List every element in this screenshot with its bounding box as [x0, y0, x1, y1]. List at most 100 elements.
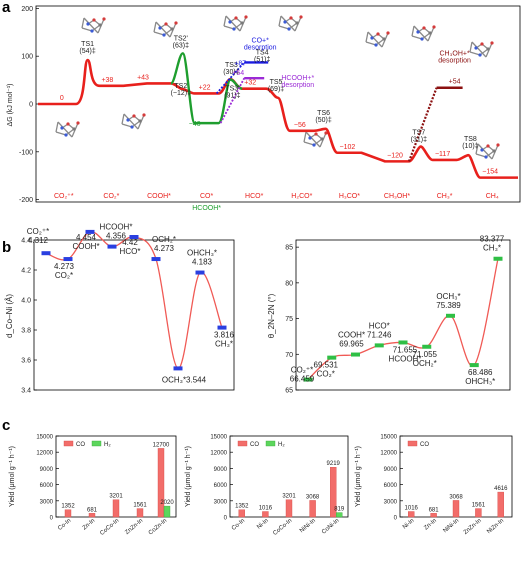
point-label-2: 69.965 — [339, 340, 364, 349]
point-label-2: HCOOH* — [389, 354, 422, 363]
bond — [375, 38, 385, 46]
bond — [153, 21, 157, 33]
point-label-2: CO₂* — [317, 370, 335, 379]
ytick-label: 100 — [21, 54, 33, 61]
atom — [240, 21, 244, 25]
category-label: NiZn-In — [486, 518, 505, 535]
atom — [244, 15, 248, 19]
atom — [480, 148, 484, 152]
bond — [365, 31, 369, 43]
co-bar-label: 1561 — [472, 503, 486, 509]
co-bar-label: 3201 — [109, 494, 123, 500]
point-label: OHCH₃* — [187, 249, 217, 258]
ytick-label: 15000 — [36, 435, 53, 441]
panel-b-left-ylabel: d_Co–Ni (Å) — [5, 294, 14, 338]
molecule-structure — [469, 41, 494, 58]
bond — [313, 138, 323, 146]
atom — [374, 43, 378, 47]
atom — [98, 23, 102, 27]
state-label: COOH* — [147, 193, 171, 200]
point-label-2: OCH₂* — [413, 359, 437, 368]
co-bar-label: 3068 — [449, 494, 463, 500]
ts-value-label: (31)‡ — [411, 137, 427, 144]
co-bar-label: 1352 — [61, 504, 75, 510]
category-label: Ni-In — [402, 518, 416, 531]
bond — [81, 17, 85, 29]
bond — [91, 24, 101, 32]
panel-a-frame — [35, 5, 521, 203]
ts-value-label: (10)‡ — [462, 143, 478, 150]
atom — [432, 25, 436, 29]
ytick-label: 0 — [29, 102, 33, 109]
panel-a-annotations: 0+38 +43+22+32−56−102−120 −117−154−40TS1(5… — [60, 35, 498, 175]
ts-name-label: TS2 — [174, 83, 187, 90]
molecule-structure — [475, 143, 500, 160]
ytick-label: 9000 — [214, 467, 228, 473]
atom — [480, 42, 484, 46]
state-label: CH₄ — [486, 193, 499, 200]
data-point — [195, 270, 205, 275]
state-label: H₂CO* — [291, 193, 312, 200]
co-bar-label: 3201 — [282, 494, 296, 500]
ts-value-label: (51)‡ — [254, 56, 270, 63]
ch3oh-desorption-label2: desorption — [438, 58, 471, 65]
atom — [66, 122, 70, 126]
point-label: 69.531 — [314, 361, 339, 370]
point-label-2: HCO* — [120, 247, 141, 256]
point-label-2: 4.183 — [192, 258, 213, 267]
ytick-label: 6000 — [384, 483, 398, 489]
atom — [92, 18, 96, 22]
ts-name-label: TS6 — [317, 110, 330, 117]
category-label: CoZn-In — [148, 518, 168, 537]
molecule-structure — [153, 21, 178, 38]
state-label: CO₂⁺* — [54, 193, 74, 200]
panel-a-xlabels: CO₂⁺* CO₂* COOH* CO* HCO* H₂CO* H₃CO* CH₃OH* CH₃… — [54, 193, 499, 212]
co-bar — [309, 500, 316, 518]
ts-value-label: (−12)‡ — [171, 90, 192, 97]
ts3p-value-label: (91)‡ — [224, 93, 240, 100]
atom — [492, 149, 496, 153]
bond — [225, 15, 241, 32]
atom — [386, 31, 390, 35]
bond — [288, 22, 298, 30]
ytick-label: 9000 — [384, 467, 398, 473]
bar-chart-3: Yield (μmol g⁻¹ h⁻¹) 0 3000 6000 9000 12000 15… — [355, 435, 513, 536]
level-value-label: 0 — [60, 95, 64, 102]
co-bar — [112, 499, 120, 518]
ytick-label: -200 — [19, 197, 33, 204]
bond — [57, 121, 73, 138]
state-label: CO* — [200, 193, 214, 200]
panel-b-right-ylabel: θ_2N–2N (°) — [267, 293, 276, 338]
panel-a-molecule-structures — [55, 15, 500, 160]
molecule-structure — [303, 131, 328, 148]
co-bar — [285, 499, 293, 518]
co-bar — [497, 491, 504, 518]
level-value-label: −120 — [387, 152, 403, 159]
ytick-label: 12000 — [380, 451, 397, 457]
point-label-2: 4.312 — [28, 236, 49, 245]
category-label: ZnZn-In — [124, 518, 144, 536]
ts-name-label: TS7 — [412, 130, 425, 137]
molecule-structure — [411, 25, 436, 42]
ytick-label: 12000 — [36, 451, 53, 457]
atom — [138, 119, 142, 123]
bond — [413, 25, 429, 42]
bond — [81, 27, 93, 32]
bond — [305, 131, 321, 148]
atom — [86, 22, 90, 26]
bond — [155, 21, 171, 38]
co-desorption-label2: desorption — [244, 44, 277, 51]
atom — [295, 21, 299, 25]
point-label: 71.655 — [393, 345, 418, 354]
green-min-label: −40 — [189, 121, 201, 128]
atom — [420, 37, 424, 41]
ytick-label: 15000 — [210, 435, 227, 441]
atom — [314, 132, 318, 136]
co-bar — [88, 513, 96, 518]
atom — [320, 137, 324, 141]
ytick-label: 3.8 — [21, 328, 31, 335]
co-bar — [136, 508, 144, 518]
co-bar-label: 3068 — [306, 494, 320, 500]
atom — [164, 22, 168, 26]
